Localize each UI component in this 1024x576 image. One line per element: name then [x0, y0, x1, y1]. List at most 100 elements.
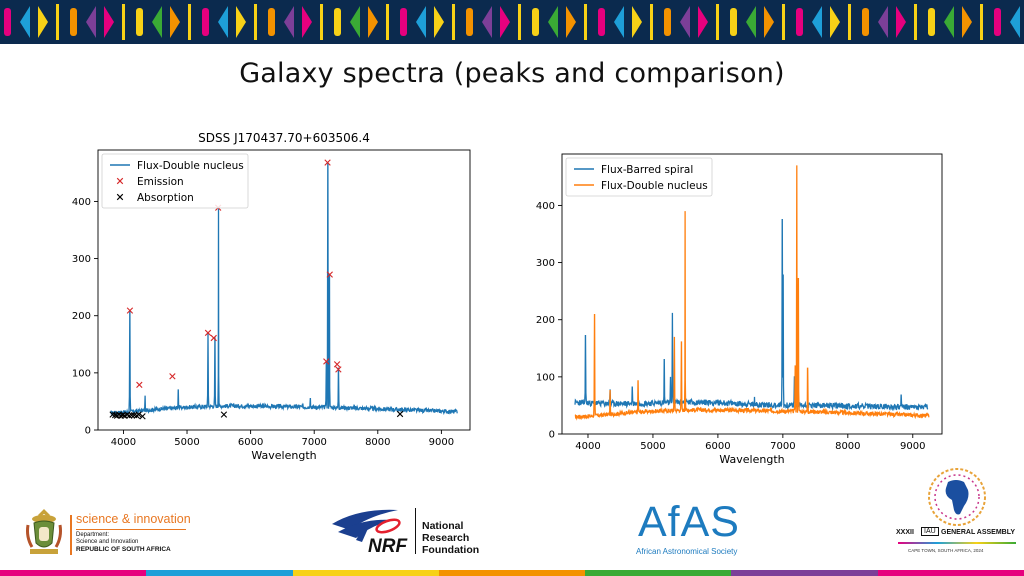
banner-shape [350, 6, 360, 38]
banner-shape [236, 6, 246, 38]
banner-shape [302, 6, 312, 38]
y-tick-label: 300 [72, 254, 91, 265]
banner-shape [254, 4, 257, 40]
banner-shape [386, 4, 389, 40]
banner-shape [680, 6, 690, 38]
banner-shape [664, 8, 671, 36]
data-marker [326, 271, 333, 278]
x-tick-label: 6000 [705, 441, 730, 452]
banner-shape [268, 8, 275, 36]
legend-marker [116, 193, 124, 201]
banner-shape [4, 8, 11, 36]
banner-pattern [4, 4, 1020, 40]
banner-shape [782, 4, 785, 40]
data-marker [324, 159, 331, 166]
x-tick-label: 7000 [301, 437, 326, 448]
data-marker [204, 329, 212, 337]
data-marker [396, 410, 404, 418]
top-banner [0, 0, 1024, 44]
afas-mark: AfAS [638, 498, 740, 546]
banner-shape [962, 6, 972, 38]
banner-shape [614, 6, 624, 38]
banner-shape [188, 4, 191, 40]
banner-shape [730, 8, 737, 36]
legend-label: Absorption [137, 192, 194, 204]
x-tick-label: 5000 [640, 441, 665, 452]
x-tick-label: 6000 [238, 437, 263, 448]
legend-marker [116, 177, 124, 185]
afas-sub: African Astronomical Society [636, 547, 738, 556]
y-tick-label: 0 [549, 430, 555, 441]
banner-shape [716, 4, 719, 40]
slide-title: Galaxy spectra (peaks and comparison) [239, 58, 785, 89]
banner-shape [400, 8, 407, 36]
legend-label: Emission [137, 176, 184, 188]
dsi-country: REPUBLIC OF SOUTH AFRICA [76, 546, 171, 553]
dsi-dept-name: Science and Innovation [76, 539, 139, 545]
banner-shape [1010, 6, 1020, 38]
iau-title: GENERAL ASSEMBLY [941, 529, 1016, 536]
plot-frame [97, 149, 471, 431]
banner-shape [848, 4, 851, 40]
banner-shape [518, 4, 521, 40]
iau-roman: XXXII [896, 529, 914, 536]
y-tick-label: 200 [72, 311, 91, 322]
legend-label: Flux-Double nucleus [137, 160, 244, 172]
banner-shape [70, 8, 77, 36]
chart-title: SDSS J170437.70+603506.4 [198, 131, 370, 145]
banner-shape [218, 6, 228, 38]
banner-shape [566, 6, 576, 38]
data-marker [333, 361, 341, 368]
banner-shape [944, 6, 954, 38]
africa-globe-icon [928, 468, 986, 526]
banner-shape [334, 8, 341, 36]
banner-shape [764, 6, 774, 38]
series-line [574, 165, 930, 421]
banner-shape [812, 6, 822, 38]
iau-sub: CAPE TOWN, SOUTH AFRICA, 2024 [908, 548, 984, 553]
chart-right-comparison: 4000 5000 6000 7000 8000 9000 0 100 200 300 400 Wav… [536, 153, 943, 466]
x-tick-label: 8000 [365, 437, 390, 448]
banner-shape [698, 6, 708, 38]
data-marker [335, 366, 342, 373]
banner-shape [548, 6, 558, 38]
data-marker [136, 381, 143, 389]
banner-shape [584, 4, 587, 40]
legend: Flux-Barred spiral Flux-Double nucleus [565, 157, 713, 197]
series-line [574, 219, 929, 411]
banner-shape [122, 4, 125, 40]
banner-shape [796, 8, 803, 36]
banner-shape [862, 8, 869, 36]
x-axis-label: Wavelength [251, 449, 316, 462]
banner-shape [368, 6, 378, 38]
banner-shape [482, 6, 492, 38]
banner-shape [202, 8, 209, 36]
banner-shape [452, 4, 455, 40]
data-marker [169, 373, 176, 380]
x-tick-label: 9000 [429, 437, 454, 448]
nrf-line2: Research [422, 532, 470, 544]
x-tick-label: 9000 [900, 441, 925, 452]
nrf-logo: NRF National Research Foundation [328, 504, 488, 560]
dsi-name: science & innovation [76, 512, 191, 526]
legend: Flux-Double nucleus Emission Absorption [101, 153, 249, 209]
strip-segment [292, 570, 439, 576]
banner-shape [878, 6, 888, 38]
data-marker [139, 413, 146, 420]
nrf-mark: NRF [368, 536, 408, 557]
data-marker [135, 411, 142, 418]
x-axis-label: Wavelength [719, 453, 784, 466]
x-tick-label: 5000 [174, 437, 199, 448]
banner-shape [896, 6, 906, 38]
strip-segment [438, 570, 586, 576]
banner-shape [830, 6, 840, 38]
data-marker [128, 411, 135, 419]
banner-shape [632, 6, 642, 38]
nrf-line3: Foundation [422, 544, 480, 556]
banner-shape [466, 8, 473, 36]
legend-label: Flux-Double nucleus [601, 180, 708, 192]
strip-segment [731, 570, 878, 576]
y-tick-label: 100 [536, 372, 555, 383]
strip-segment [0, 570, 147, 576]
